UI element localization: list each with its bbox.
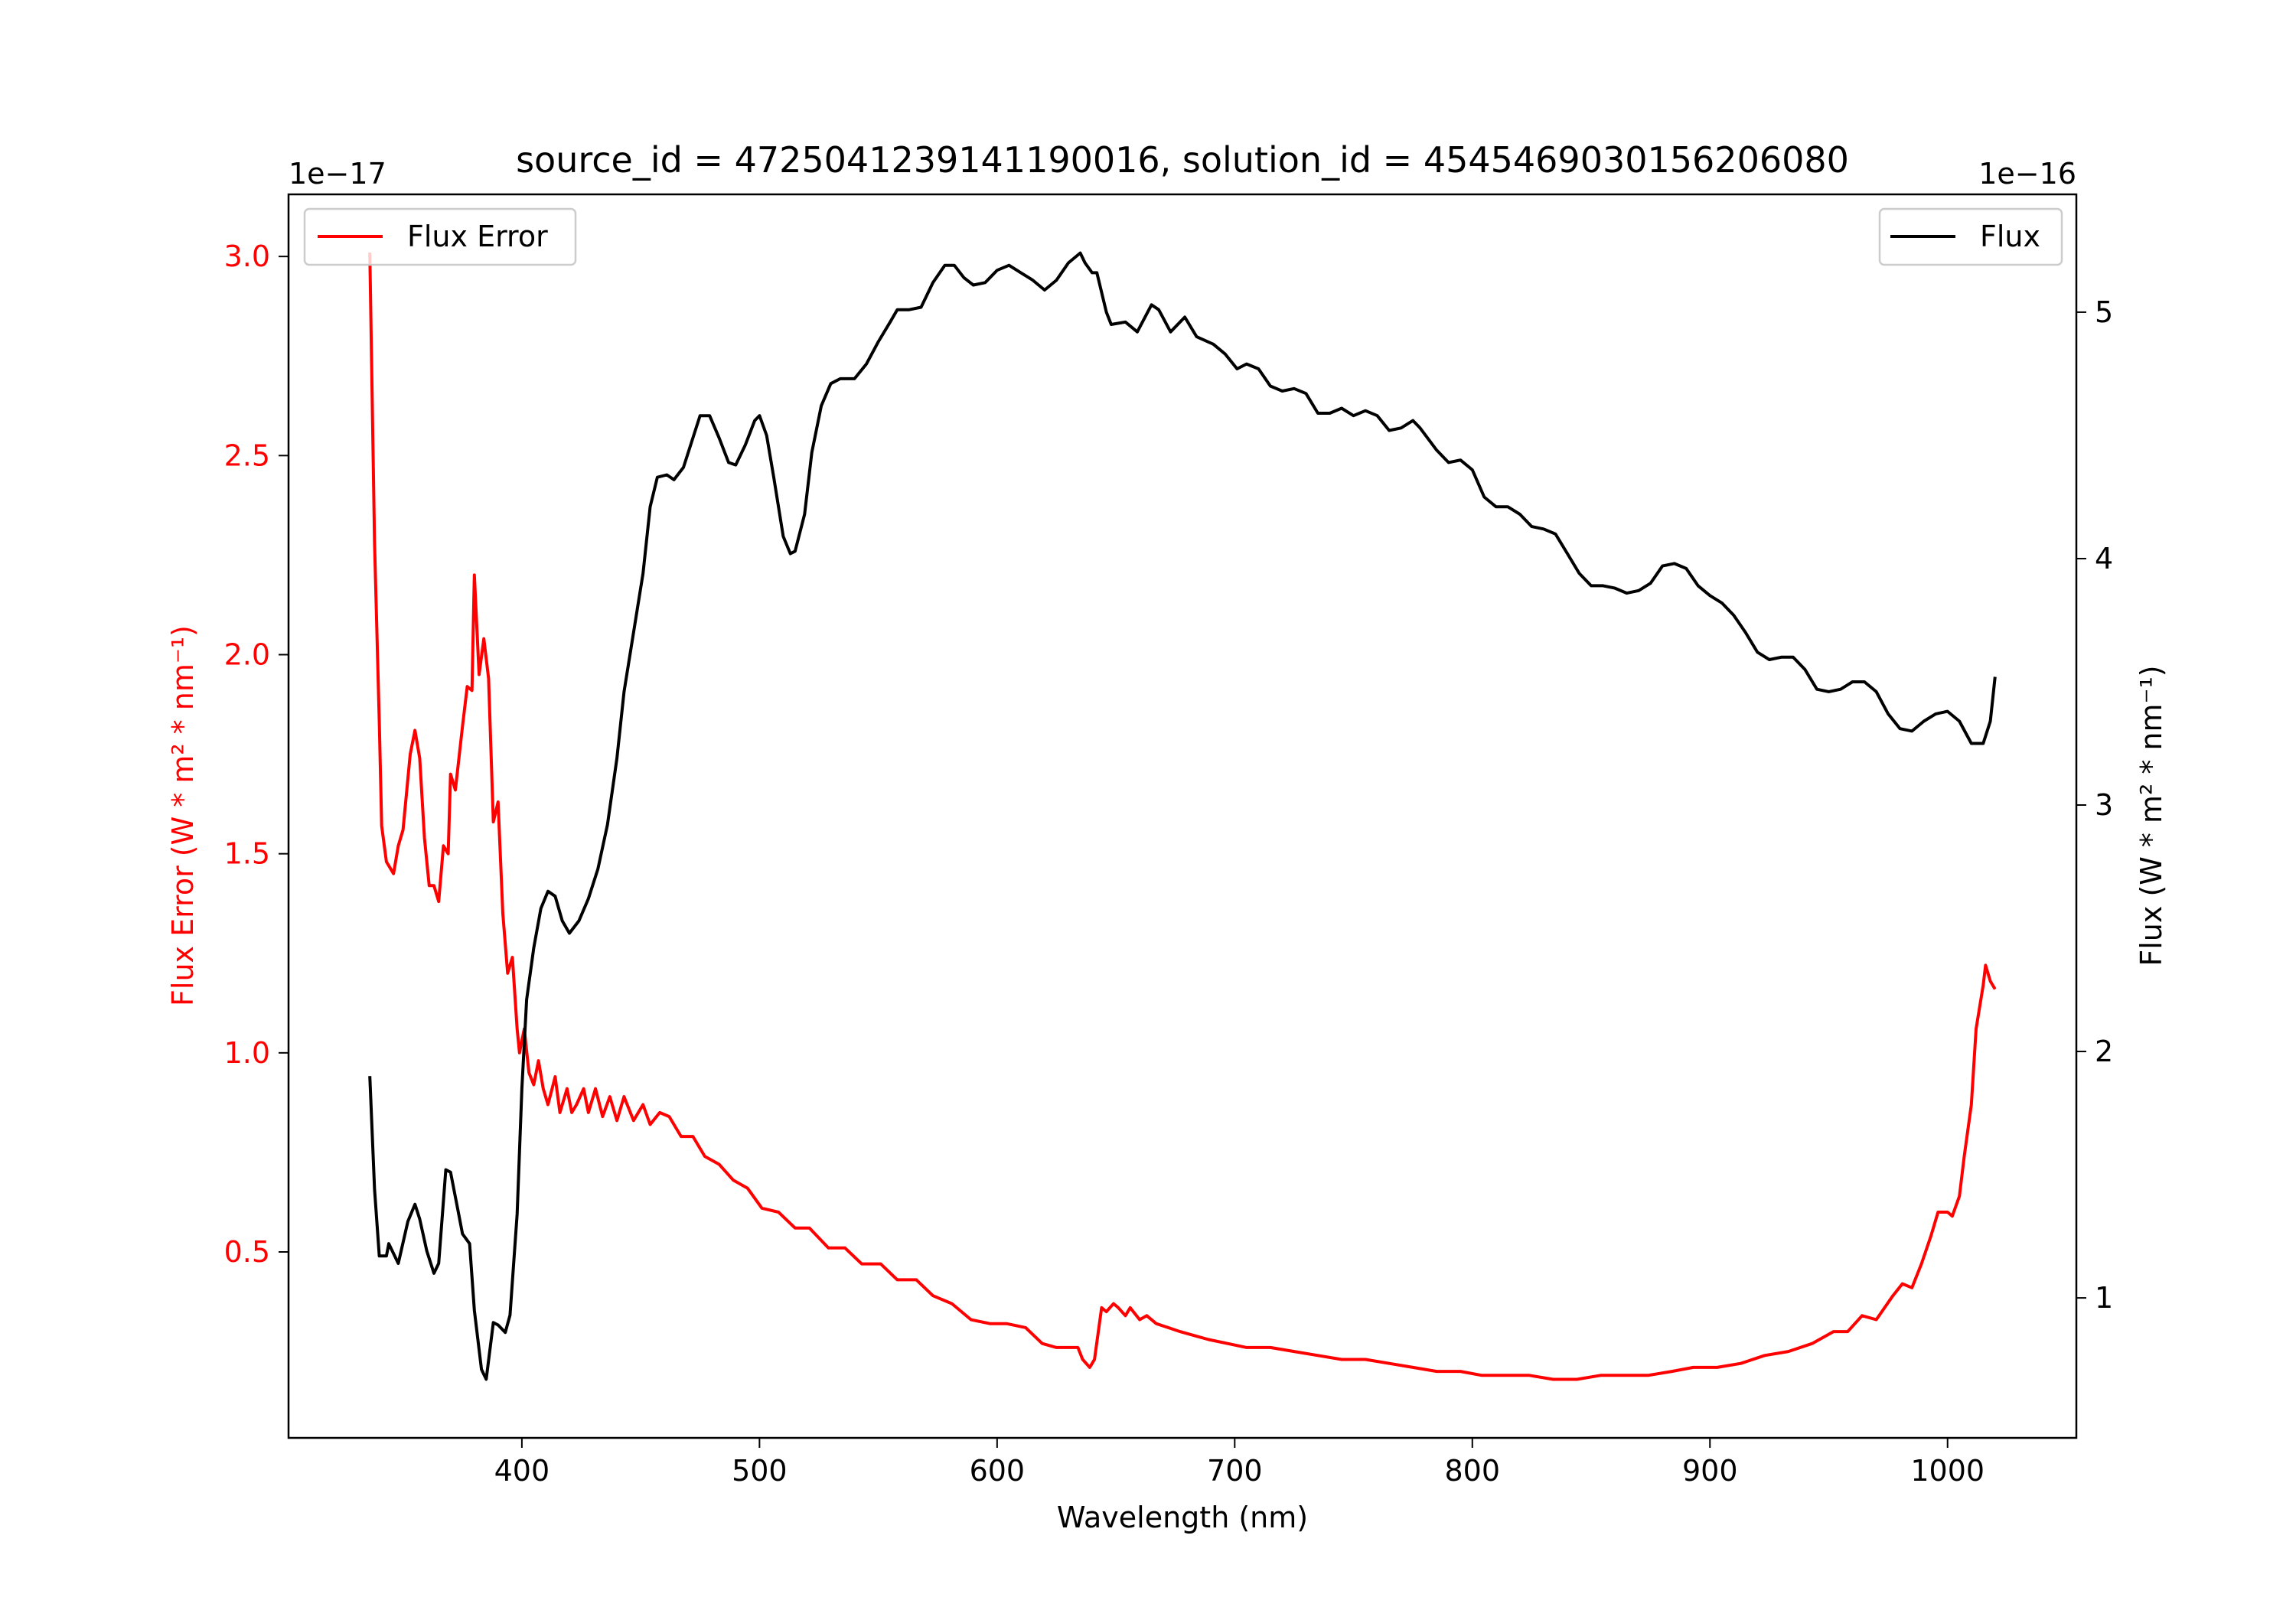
x-tick-label: 600 — [970, 1454, 1026, 1488]
right-y-axis-ticks: 1 2 3 4 5 — [2076, 295, 2113, 1315]
left-y-tick-label: 2.0 — [224, 638, 270, 672]
x-axis-ticks: 400 500 600 700 800 900 1000 — [494, 1438, 1985, 1488]
right-y-tick-label: 5 — [2095, 295, 2113, 329]
left-y-tick-label: 0.5 — [224, 1235, 270, 1269]
legend-label-flux: Flux — [1980, 220, 2040, 253]
left-y-tick-label: 1.0 — [224, 1036, 270, 1070]
left-y-axis-ticks: 0.5 1.0 1.5 2.0 2.5 3.0 — [224, 240, 289, 1269]
plot-area — [368, 251, 1997, 1381]
x-tick-label: 400 — [494, 1454, 550, 1488]
series-line-flux-error — [368, 252, 1997, 1381]
series-line-flux — [368, 251, 1997, 1381]
x-axis-label: Wavelength (nm) — [1057, 1501, 1308, 1534]
left-y-tick-label: 1.5 — [224, 837, 270, 871]
axes-frame — [287, 193, 2078, 1439]
right-y-tick-label: 3 — [2095, 788, 2113, 822]
legend-box — [1878, 207, 2063, 266]
left-y-tick-label: 2.5 — [224, 438, 270, 472]
left-offset-text: 1e−17 — [289, 157, 386, 191]
left-y-axis-label: Flux Error (W * m² * nm⁻¹) — [166, 625, 200, 1006]
x-tick-label: 700 — [1207, 1454, 1263, 1488]
right-y-tick-label: 1 — [2095, 1281, 2113, 1315]
x-tick-label: 800 — [1445, 1454, 1501, 1488]
legend-flux-error: Flux Error — [303, 207, 577, 266]
x-tick-label: 900 — [1682, 1454, 1738, 1488]
left-y-tick-label: 3.0 — [224, 240, 270, 273]
legend-label-flux-error: Flux Error — [407, 220, 548, 253]
x-tick-label: 1000 — [1910, 1454, 1985, 1488]
right-y-tick-label: 2 — [2095, 1035, 2113, 1068]
chart-title: source_id = 4725041239141190016, solutio… — [516, 139, 1849, 181]
legend-box — [303, 207, 577, 266]
right-y-tick-label: 4 — [2095, 542, 2113, 575]
right-y-axis-label: Flux (W * m² * nm⁻¹) — [2135, 665, 2168, 966]
x-tick-label: 500 — [732, 1454, 788, 1488]
legend-flux: Flux — [1878, 207, 2063, 266]
right-offset-text: 1e−16 — [1978, 157, 2076, 191]
